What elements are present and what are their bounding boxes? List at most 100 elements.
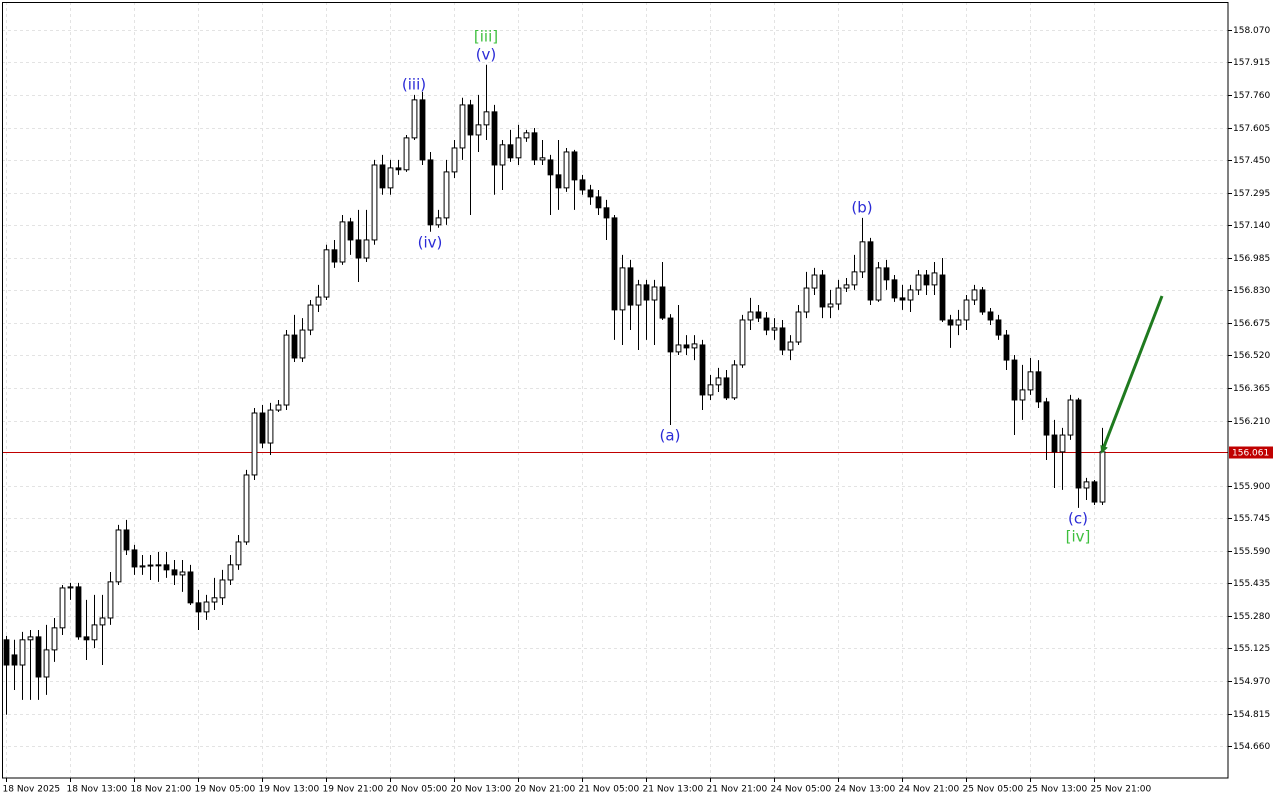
candle-body [475, 124, 482, 136]
candle-body [787, 341, 794, 351]
x-tick-label: 20 Nov 21:00 [515, 785, 576, 795]
candle-body [347, 221, 354, 241]
x-tick-label: 21 Nov 21:00 [707, 785, 768, 795]
x-tick-label: 18 Nov 21:00 [131, 785, 192, 795]
candle-body [779, 327, 786, 351]
candle-body [83, 636, 90, 641]
candle-body [883, 267, 890, 281]
candle-body [331, 249, 338, 263]
candle-body [3, 639, 10, 666]
candle-body [443, 171, 450, 219]
candle-body [763, 317, 770, 331]
x-tick-label: 24 Nov 13:00 [835, 785, 896, 795]
candle-body [707, 384, 714, 396]
candle-body [587, 189, 594, 198]
candle-body [531, 132, 538, 161]
candle-body [491, 111, 498, 166]
candle-body [395, 167, 402, 171]
candle-body [275, 404, 282, 411]
candle-body [171, 569, 178, 576]
candle-body [267, 409, 274, 444]
candle-body [211, 597, 218, 603]
candle-body [699, 344, 706, 396]
candle-body [539, 157, 546, 161]
candle-body [627, 267, 634, 306]
candle-body [235, 541, 242, 566]
x-tick-label: 20 Nov 13:00 [451, 785, 512, 795]
y-tick-label: 155.900 [1233, 482, 1270, 492]
y-tick-label: 155.745 [1233, 514, 1270, 524]
candle-body [547, 159, 554, 176]
wave-label: (b) [851, 198, 872, 216]
candle-body [1027, 371, 1034, 391]
label-layer: 158.070 157.915 157.760 157.605 157.450 157.2… [3, 26, 1273, 795]
candle-body [907, 289, 914, 301]
wave-label: (v) [476, 45, 497, 63]
candle-body [1091, 481, 1098, 503]
candle-body [1083, 481, 1090, 489]
candle-body [931, 272, 938, 286]
candle-body [387, 167, 394, 189]
candle-body [595, 196, 602, 209]
candle-body [803, 287, 810, 313]
candle-body [867, 241, 874, 301]
candle-body [691, 343, 698, 349]
candle-body [1043, 401, 1050, 436]
candle-body [755, 311, 762, 319]
candle-body [523, 132, 530, 139]
wave-label: (c) [1068, 509, 1088, 527]
candle-body [795, 311, 802, 343]
y-tick-label: 158.070 [1233, 26, 1270, 36]
candle-body [859, 241, 866, 273]
candle-body [731, 364, 738, 399]
candle-body [971, 289, 978, 301]
candle-body [835, 287, 842, 305]
grid-layer [2, 2, 1228, 778]
candle-body [827, 303, 834, 308]
y-tick-label: 156.675 [1233, 319, 1270, 329]
candle-body [155, 564, 162, 567]
candle-body [899, 297, 906, 301]
candle-body [651, 286, 658, 301]
candle-body [819, 274, 826, 308]
mark-layer [2, 64, 1228, 715]
candle-body [51, 627, 58, 651]
y-tick-label: 154.970 [1233, 677, 1270, 687]
candle-body [259, 412, 266, 444]
candle-body [515, 137, 522, 159]
candle-body [1067, 399, 1074, 436]
y-tick-label: 155.590 [1233, 547, 1270, 557]
x-tick-label: 24 Nov 21:00 [899, 785, 960, 795]
candle-body [363, 239, 370, 259]
candle-body [619, 267, 626, 311]
forecast-arrow [1100, 295, 1164, 453]
candle-body [411, 99, 418, 139]
candle-body [987, 311, 994, 321]
y-tick-label: 156.365 [1233, 384, 1270, 394]
candle-body [371, 164, 378, 241]
candle-body [771, 327, 778, 331]
y-tick-label: 155.280 [1233, 612, 1270, 622]
candle-body [419, 99, 426, 161]
candle-body [659, 286, 666, 319]
candle-body [403, 137, 410, 171]
candle-body [643, 284, 650, 301]
candle-body [339, 221, 346, 263]
candle-body [163, 564, 170, 571]
candle-body [739, 319, 746, 366]
candle-body [19, 639, 26, 666]
y-tick-label: 157.140 [1233, 221, 1270, 231]
candle-body [427, 159, 434, 226]
candle-body [1035, 371, 1042, 403]
candle-body [459, 104, 466, 149]
candle-body [187, 571, 194, 604]
x-tick-label: 25 Nov 21:00 [1091, 785, 1152, 795]
candle-body [59, 587, 66, 629]
x-tick-label: 19 Nov 13:00 [259, 785, 320, 795]
x-tick-label: 18 Nov 2025 [3, 785, 61, 795]
y-tick-label: 157.915 [1233, 58, 1270, 68]
x-tick-label: 24 Nov 05:00 [771, 785, 832, 795]
x-tick-label: 21 Nov 05:00 [579, 785, 640, 795]
wave-label: [iii] [474, 27, 498, 45]
